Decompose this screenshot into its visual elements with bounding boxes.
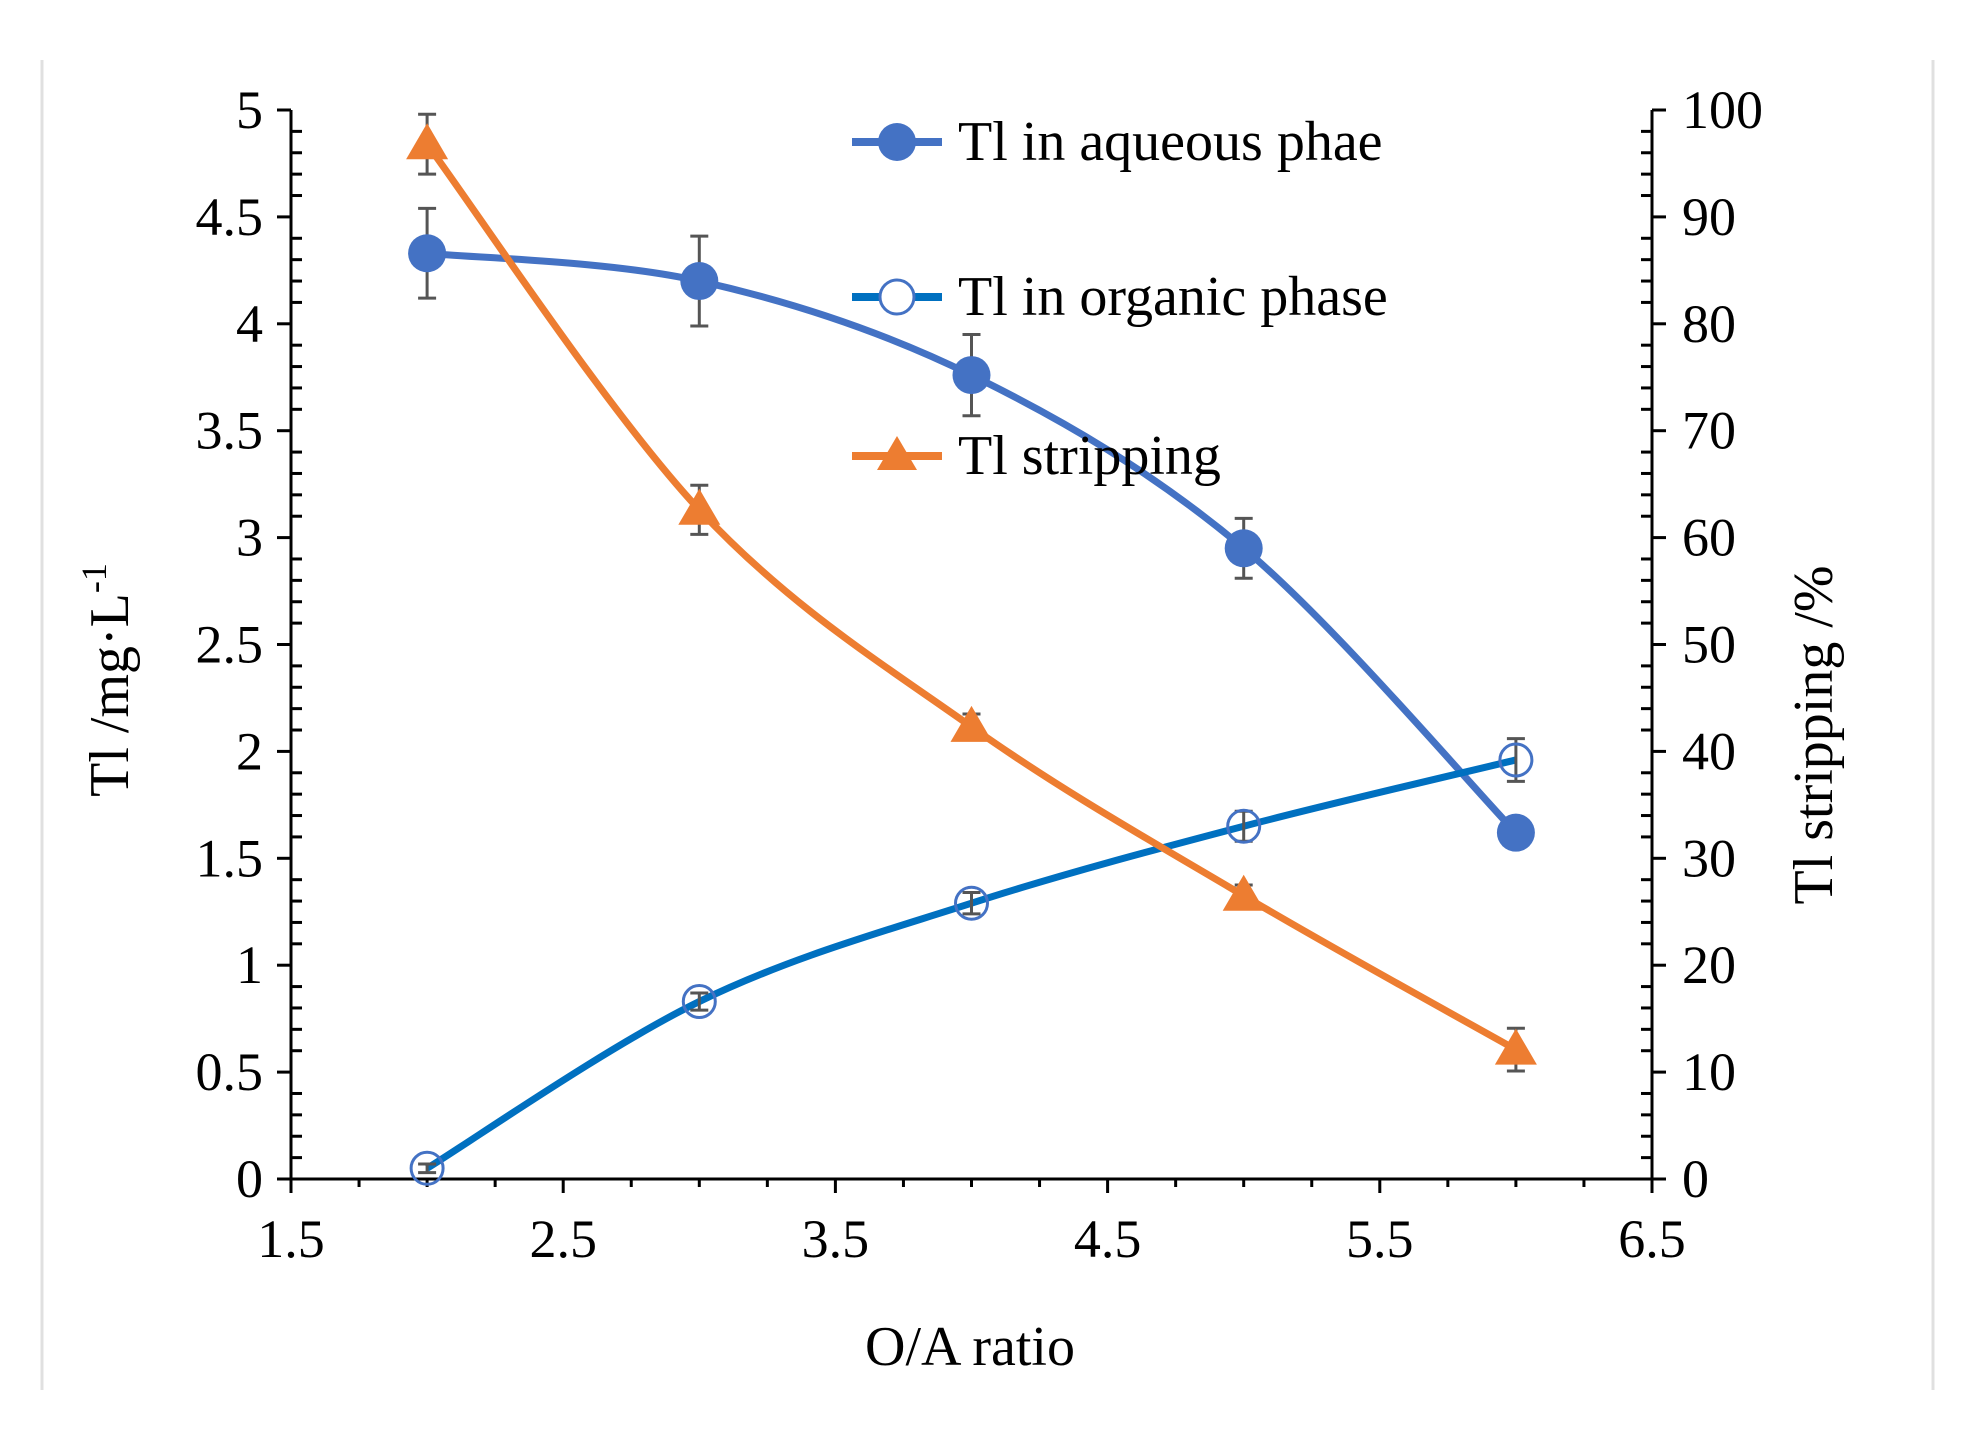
x-axis-title: O/A ratio bbox=[865, 1316, 1075, 1378]
data-point-stripping bbox=[678, 483, 721, 536]
data-point-stripping bbox=[950, 705, 993, 742]
data-point-stripping bbox=[406, 112, 449, 176]
y-left-tick-label: 2 bbox=[236, 721, 263, 781]
x-tick-label: 2.5 bbox=[529, 1209, 597, 1269]
marker-organic bbox=[1498, 742, 1534, 778]
y-right-tick-label: 80 bbox=[1682, 294, 1736, 354]
marker-stripping bbox=[678, 488, 721, 525]
x-tick-label: 1.5 bbox=[257, 1209, 325, 1269]
data-point-organic bbox=[954, 885, 989, 921]
y-left-tick-label: 4 bbox=[236, 294, 263, 354]
marker-aqueous bbox=[952, 356, 991, 395]
y-left-tick-label: 3 bbox=[236, 508, 263, 568]
markers-group bbox=[406, 112, 1537, 1186]
legend: Tl in aqueous phae Tl in organic phase T… bbox=[852, 111, 1388, 487]
y-right-tick-label: 40 bbox=[1682, 721, 1736, 781]
y-left-tick-label: 2.5 bbox=[196, 615, 264, 675]
data-point-aqueous bbox=[1224, 516, 1263, 580]
marker-stripping bbox=[406, 123, 449, 160]
marker-stripping bbox=[1494, 1028, 1537, 1065]
data-point-organic bbox=[1226, 808, 1262, 844]
marker-aqueous bbox=[1496, 813, 1535, 852]
data-point-organic bbox=[681, 984, 717, 1020]
y-left-tick-label: 0 bbox=[236, 1149, 263, 1209]
legend-marker-stripping bbox=[877, 436, 917, 470]
legend-marker-organic bbox=[878, 278, 916, 316]
y-left-axis-title: Tl /mg·L-1 bbox=[74, 563, 141, 797]
y-right-tick-label: 20 bbox=[1682, 935, 1736, 995]
y-left-tick-label: 5 bbox=[236, 80, 263, 140]
data-point-aqueous bbox=[408, 206, 447, 300]
y-right-tick-label: 100 bbox=[1682, 80, 1763, 140]
y-left-axis-title-sup: -1 bbox=[74, 563, 114, 593]
data-point-stripping bbox=[1222, 874, 1265, 911]
y-right-tick-label: 0 bbox=[1682, 1149, 1709, 1209]
marker-organic bbox=[1226, 808, 1262, 844]
legend-item-organic: Tl in organic phase bbox=[852, 266, 1388, 328]
marker-stripping bbox=[950, 705, 993, 742]
marker-stripping bbox=[1222, 874, 1265, 911]
axes: 1.5 2.5 3.5 4.5 5.5 6.500.511.522.533.544.550… bbox=[196, 80, 1764, 1269]
legend-label-stripping: Tl stripping bbox=[958, 425, 1221, 487]
marker-organic bbox=[954, 885, 989, 921]
y-left-axis-title-main: Tl /mg·L bbox=[79, 593, 141, 797]
data-point-aqueous bbox=[952, 332, 991, 418]
y-left-tick-label: 1.5 bbox=[196, 828, 264, 888]
y-left-tick-label: 1 bbox=[236, 935, 263, 995]
x-tick-label: 3.5 bbox=[802, 1209, 870, 1269]
marker-aqueous bbox=[680, 262, 719, 301]
y-right-axis-title-group: Tl stripping /% bbox=[1783, 565, 1845, 904]
legend-item-stripping: Tl stripping bbox=[852, 425, 1221, 487]
marker-organic bbox=[409, 1150, 445, 1186]
series-line-organic bbox=[425, 756, 1517, 1172]
y-left-tick-label: 0.5 bbox=[196, 1042, 264, 1102]
y-right-tick-label: 70 bbox=[1682, 401, 1736, 461]
data-point-stripping bbox=[1494, 1026, 1537, 1073]
series-line-stripping bbox=[424, 142, 1518, 1053]
y-left-tick-label: 3.5 bbox=[196, 401, 264, 461]
legend-label-aqueous: Tl in aqueous phae bbox=[958, 111, 1383, 173]
x-tick-label: 4.5 bbox=[1074, 1209, 1142, 1269]
data-point-aqueous bbox=[680, 234, 719, 328]
y-right-tick-label: 30 bbox=[1682, 828, 1736, 888]
y-right-tick-label: 60 bbox=[1682, 508, 1736, 568]
legend-marker-aqueous bbox=[878, 123, 916, 161]
y-left-tick-label: 4.5 bbox=[196, 187, 264, 247]
x-tick-label: 6.5 bbox=[1618, 1209, 1686, 1269]
legend-item-aqueous: Tl in aqueous phae bbox=[852, 111, 1383, 173]
y-right-tick-label: 10 bbox=[1682, 1042, 1736, 1102]
data-point-aqueous bbox=[1496, 813, 1535, 852]
x-tick-label: 5.5 bbox=[1346, 1209, 1414, 1269]
y-right-tick-label: 90 bbox=[1682, 187, 1736, 247]
marker-aqueous bbox=[408, 234, 447, 273]
marker-organic bbox=[681, 984, 717, 1020]
legend-label-organic: Tl in organic phase bbox=[958, 266, 1388, 328]
y-right-tick-label: 50 bbox=[1682, 615, 1736, 675]
y-left-axis-title-group: Tl /mg·L-1 bbox=[74, 563, 141, 797]
data-point-organic bbox=[1498, 737, 1534, 783]
y-right-axis-title: Tl stripping /% bbox=[1783, 565, 1845, 904]
data-point-organic bbox=[409, 1150, 445, 1186]
marker-aqueous bbox=[1224, 529, 1263, 568]
